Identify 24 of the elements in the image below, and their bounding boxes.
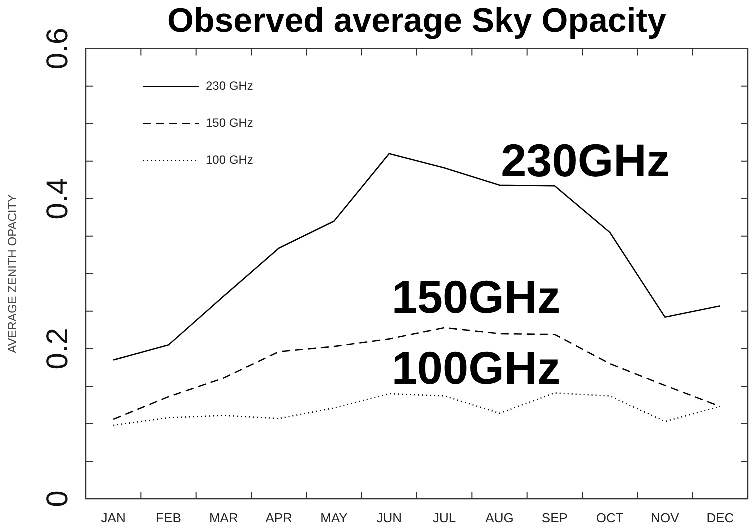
- y-tick-label: 0.6: [41, 28, 74, 70]
- x-tick-label: MAY: [320, 510, 348, 526]
- legend-label: 230 GHz: [206, 79, 254, 94]
- y-axis-title: AVERAGE ZENITH OPACITY: [6, 194, 20, 354]
- annotation: 230GHz: [501, 134, 670, 186]
- chart-title: Observed average Sky Opacity: [168, 2, 667, 40]
- x-tick-label: DEC: [706, 510, 734, 526]
- annotation: 150GHz: [392, 271, 561, 324]
- y-tick-label: 0.4: [41, 178, 74, 220]
- x-tick-label: JUN: [376, 510, 402, 526]
- x-tick-label: MAR: [209, 510, 238, 526]
- x-tick-label: NOV: [651, 510, 680, 526]
- y-tick-label: 0.2: [41, 328, 74, 370]
- x-tick-label: JAN: [101, 510, 126, 526]
- legend-label: 150 GHz: [206, 116, 254, 130]
- y-tick-label: 0: [41, 490, 74, 508]
- x-tick-label: SEP: [542, 510, 568, 526]
- annotation: 100GHz: [392, 342, 561, 394]
- x-tick-label: JUL: [433, 510, 456, 526]
- legend-label: 100 GHz: [206, 153, 254, 168]
- x-tick-label: APR: [266, 510, 292, 526]
- x-tick-label: FEB: [156, 510, 182, 526]
- x-tick-label: AUG: [486, 510, 514, 526]
- x-tick-label: OCT: [596, 510, 624, 526]
